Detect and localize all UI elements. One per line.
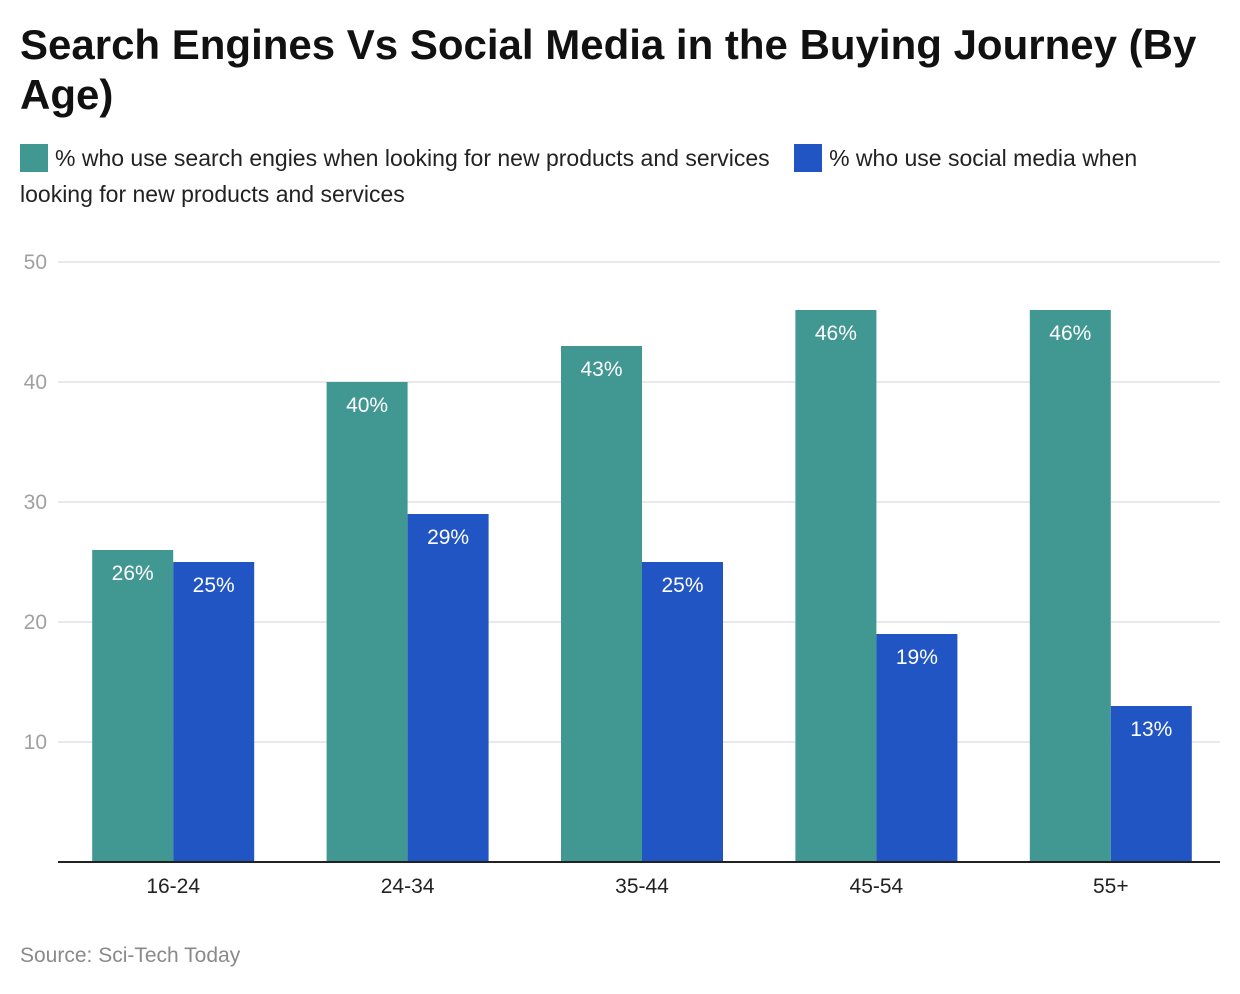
y-tick-label: 50 [24, 251, 47, 274]
data-label: 13% [1130, 718, 1172, 741]
x-tick-label: 16-24 [146, 875, 200, 898]
legend-item-social: % who use social media when looking for … [20, 144, 1138, 207]
data-label: 25% [193, 574, 235, 597]
legend-item-search: % who use search engies when looking for… [20, 144, 770, 172]
bar [92, 550, 174, 862]
y-tick-label: 30 [24, 491, 47, 514]
data-label: 19% [896, 646, 938, 669]
bar [173, 562, 255, 862]
legend-label-search: % who use search engies when looking for… [55, 145, 770, 171]
bar [407, 514, 489, 862]
x-tick-label: 35-44 [615, 875, 669, 898]
bar [326, 382, 408, 862]
data-label: 29% [427, 526, 469, 549]
x-tick-label: 24-34 [381, 875, 435, 898]
y-tick-label: 20 [24, 611, 47, 634]
x-tick-label: 55+ [1093, 875, 1129, 898]
data-label: 26% [112, 562, 154, 585]
legend-swatch-search [20, 144, 48, 172]
bar [561, 346, 642, 862]
source-note: Source: Sci-Tech Today [20, 944, 241, 967]
bar [795, 310, 877, 862]
y-tick-label: 40 [24, 371, 47, 394]
bar [642, 562, 723, 862]
data-label: 40% [346, 394, 388, 417]
data-label: 46% [1049, 322, 1091, 345]
legend-label-social: % who use social media when looking for … [20, 145, 1138, 207]
bar [876, 634, 958, 862]
chart-title: Search Engines Vs Social Media in the Bu… [20, 21, 1197, 118]
legend-swatch-social [794, 144, 823, 172]
bar [1029, 310, 1111, 862]
y-tick-label: 10 [24, 731, 47, 754]
bar [1110, 706, 1192, 862]
data-label: 43% [580, 358, 622, 381]
data-label: 25% [661, 574, 703, 597]
data-label: 46% [815, 322, 857, 345]
legend: % who use search engies when looking for… [20, 140, 1200, 212]
x-tick-label: 45-54 [850, 875, 904, 898]
